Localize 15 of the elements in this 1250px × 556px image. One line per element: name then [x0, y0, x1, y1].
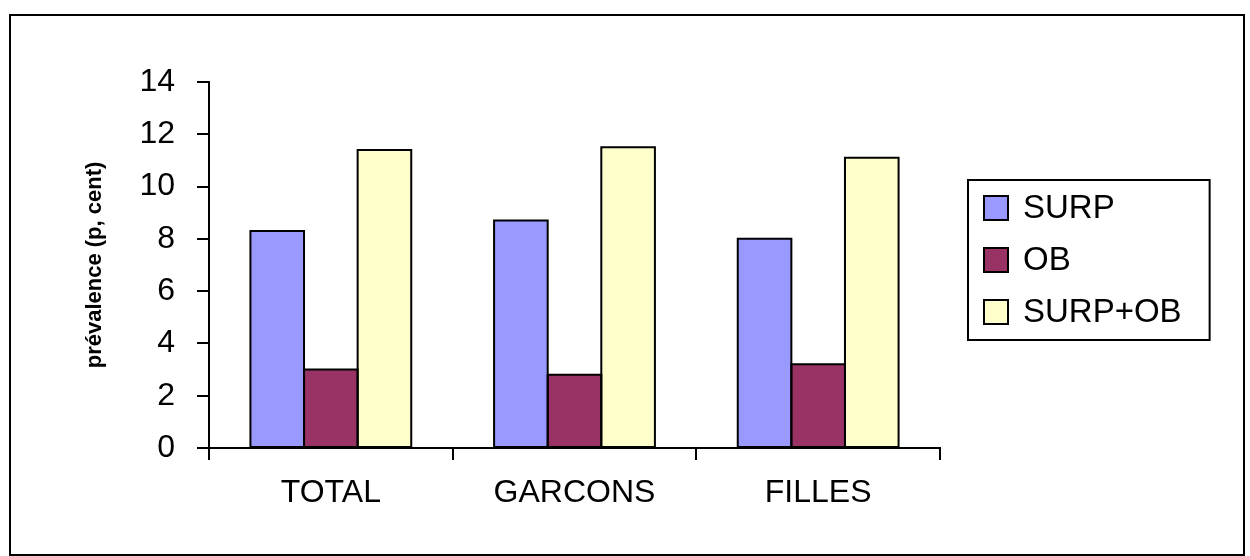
x-tick-label: FILLES [764, 473, 872, 510]
legend-label: SURP [1023, 188, 1115, 226]
y-tick-label: 14 [139, 61, 175, 98]
legend-label: OB [1023, 240, 1071, 278]
y-tick-label: 8 [157, 218, 175, 255]
y-tick-label: 10 [139, 166, 175, 203]
y-axis-title: prévalence (p, cent) [81, 161, 107, 369]
y-tick-label: 4 [157, 323, 175, 360]
legend-label: SURP+OB [1023, 292, 1182, 330]
y-tick-label: 6 [157, 270, 175, 307]
x-tick-label: GARCONS [493, 473, 656, 510]
y-tick-label: 0 [157, 427, 175, 464]
y-tick-label: 12 [139, 114, 175, 151]
y-tick-label: 2 [157, 375, 175, 412]
x-tick-label: TOTAL [280, 473, 381, 510]
